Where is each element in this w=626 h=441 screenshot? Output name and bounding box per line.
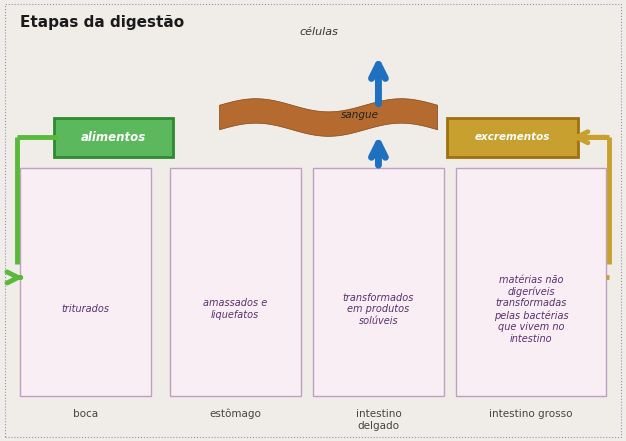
FancyBboxPatch shape [54, 117, 173, 157]
Text: excrementos: excrementos [475, 132, 550, 142]
Text: sangue: sangue [341, 110, 379, 120]
Text: triturados: triturados [61, 304, 110, 314]
Text: alimentos: alimentos [81, 131, 146, 144]
Text: matérias não
digeríveis
transformadas
pelas bactérias
que vivem no
intestino: matérias não digeríveis transformadas pe… [494, 275, 568, 344]
Text: boca: boca [73, 409, 98, 419]
Text: amassados e
liquefatos: amassados e liquefatos [203, 299, 267, 320]
Text: intestino grosso: intestino grosso [490, 409, 573, 419]
Text: células: células [300, 27, 339, 37]
FancyBboxPatch shape [447, 117, 578, 157]
Text: estômago: estômago [209, 409, 261, 419]
Text: intestino
delgado: intestino delgado [356, 409, 401, 430]
Text: transformados
em produtos
solúveis: transformados em produtos solúveis [343, 292, 414, 326]
FancyBboxPatch shape [170, 168, 300, 396]
Text: Etapas da digestão: Etapas da digestão [20, 15, 184, 30]
Polygon shape [220, 99, 438, 136]
FancyBboxPatch shape [20, 168, 151, 396]
FancyBboxPatch shape [456, 168, 606, 396]
FancyBboxPatch shape [313, 168, 444, 396]
